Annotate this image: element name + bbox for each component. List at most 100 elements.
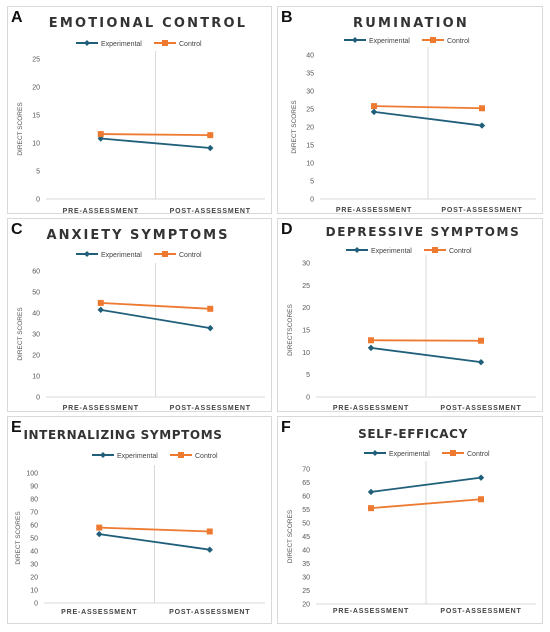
panel-letter: F [281,419,291,436]
chart-title: ANXIETY SYMPTOMS [47,228,230,243]
legend-marker [178,452,184,458]
data-point-experimental [96,530,103,538]
x-tick-label: POST-ASSESSMENT [441,207,522,214]
data-point-control [479,105,485,112]
chart-title: DEPRESSIVE SYMPTOMS [326,225,521,239]
data-point-control [478,337,484,344]
y-tick-label: 60 [32,269,40,276]
y-tick-label: 50 [32,290,40,297]
y-tick-label: 90 [30,484,38,491]
y-tick-label: 25 [306,107,314,114]
chart-panel-depressive-symptoms: D DEPRESSIVE SYMPTOMS Experimental Control… [277,218,543,412]
data-point-experimental [367,488,375,496]
chart-title: EMOTIONAL CONTROL [49,16,247,31]
y-tick-label: 5 [36,169,40,176]
legend-marker [84,40,90,46]
x-tick-label: POST-ASSESSMENT [170,405,251,412]
y-axis-label: DIRECT SCORES [287,509,294,563]
y-tick-label: 10 [32,141,40,148]
x-tick-label: PRE-ASSESSMENT [333,405,409,412]
y-tick-label: 20 [32,85,40,92]
chart-panel-anxiety-symptoms: C ANXIETY SYMPTOMS Experimental Control 0 10… [7,218,272,412]
y-axis-label: DIRECT SCORES [291,100,298,154]
x-tick-label: PRE-ASSESSMENT [63,405,139,412]
panel-letter: E [11,419,22,436]
data-point-control [206,528,213,535]
y-tick-label: 0 [306,395,310,402]
data-point-control [368,505,374,512]
series-line-experimental [100,137,211,149]
legend-label: Experimental [101,252,142,259]
y-tick-label: 15 [302,328,310,335]
y-tick-label: 15 [306,143,314,150]
y-tick-label: 0 [36,197,40,204]
data-point-control [371,103,377,110]
series-line-control [100,302,211,310]
y-tick-label: 20 [30,575,38,582]
legend-label: Control [449,248,472,255]
legend-label: Control [179,41,202,48]
series-line-experimental [370,476,482,493]
y-tick-label: 10 [32,374,40,381]
y-axis-label: DIRECTSCORES [287,304,294,356]
y-tick-label: 25 [302,588,310,595]
x-tick-label: POST-ASSESSMENT [440,405,521,412]
chart-panel-emotional-control: A EMOTIONAL CONTROL Experimental Control 0 5… [7,6,272,215]
x-tick-label: POST-ASSESSMENT [170,208,251,215]
chart-panel-internalizing-symptoms: E INTERNALIZING SYMPTOMS Experimental Cont… [7,416,272,624]
chart-title: RUMINATION [353,16,469,31]
series-line-experimental [100,308,211,330]
chart-svg: RUMINATION Experimental Control 0 5 10 15 20 25 3… [291,16,536,214]
data-point-control [207,305,214,312]
chart-title: SELF-EFFICACY [358,427,468,441]
chart-svg: EMOTIONAL CONTROL Experimental Control 0 5 10… [17,16,265,215]
series-line-experimental [370,346,482,364]
y-tick-label: 55 [302,507,310,514]
legend-marker [100,452,106,458]
x-tick-label: POST-ASSESSMENT [169,609,250,616]
data-point-experimental [370,108,378,116]
chart-panel-rumination: B RUMINATION Experimental Control 0 5 10 15 20 2… [277,6,543,214]
data-point-control [96,524,103,531]
data-point-experimental [97,306,104,314]
y-tick-label: 40 [306,53,314,60]
chart-svg: DEPRESSIVE SYMPTOMS Experimental Control 0 5… [287,225,536,412]
legend-marker [432,247,438,253]
x-tick-label: PRE-ASSESSMENT [333,608,409,615]
data-point-experimental [207,324,214,332]
legend-label: Control [467,451,490,458]
panel-letter: C [11,221,23,238]
y-tick-label: 70 [30,510,38,517]
y-tick-label: 30 [30,562,38,569]
y-tick-label: 100 [26,471,38,478]
y-tick-label: 65 [302,480,310,487]
y-axis-label: DIRECT SCORES [15,511,22,565]
y-tick-label: 30 [302,575,310,582]
y-tick-label: 40 [302,548,310,555]
chart-title: INTERNALIZING SYMPTOMS [23,428,222,442]
data-point-experimental [206,546,213,553]
series-line-control [373,105,483,110]
legend-label: Experimental [371,248,412,255]
data-point-control [207,132,214,139]
y-tick-label: 25 [302,283,310,290]
y-axis-label: DIRECT SCORES [17,307,24,361]
y-tick-label: 20 [302,305,310,312]
y-tick-label: 45 [302,534,310,541]
data-point-experimental [477,474,485,481]
x-tick-label: PRE-ASSESSMENT [63,208,139,215]
legend-marker [352,37,358,43]
legend-marker [162,40,168,46]
chart-svg: SELF-EFFICACY Experimental Control 20 25 30 35… [287,427,536,615]
y-tick-label: 30 [32,332,40,339]
legend-marker [84,251,90,257]
y-tick-label: 80 [30,497,38,504]
y-tick-label: 10 [306,161,314,168]
y-tick-label: 5 [310,179,314,186]
data-point-experimental [477,358,485,366]
data-point-control [368,337,374,344]
x-tick-label: POST-ASSESSMENT [440,608,521,615]
data-point-control [97,299,104,306]
y-tick-label: 20 [306,125,314,132]
legend-marker [450,450,456,456]
